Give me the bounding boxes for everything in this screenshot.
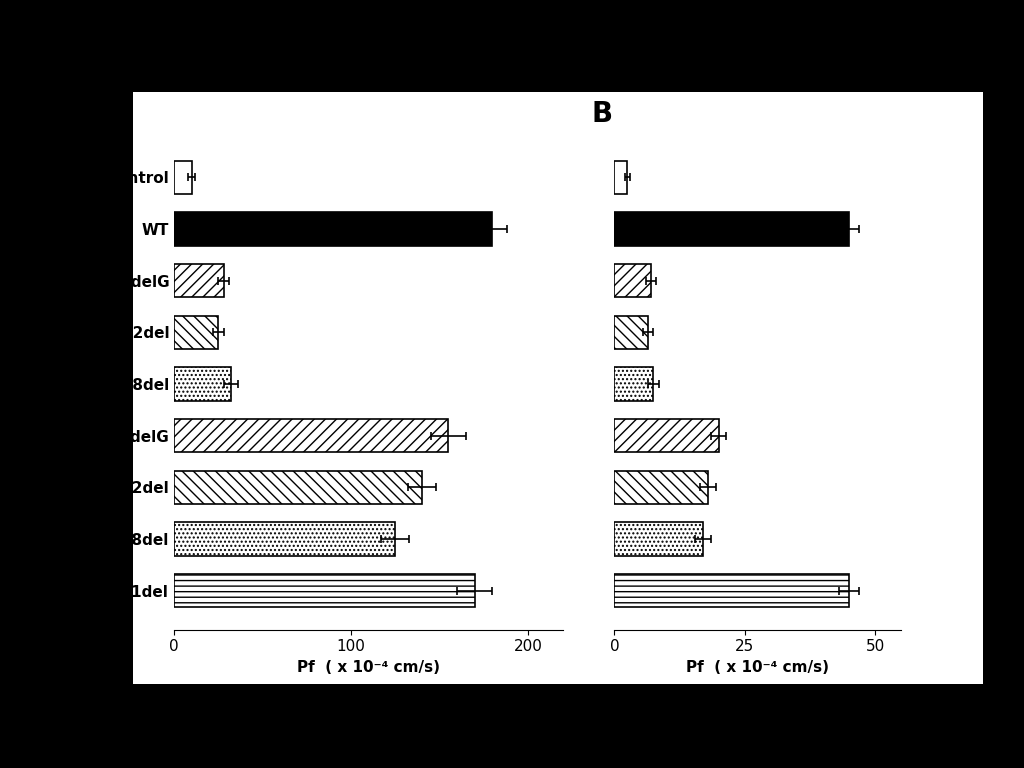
Bar: [174, 574, 475, 607]
Text: A: A: [38, 101, 59, 128]
X-axis label: Pf  ( x 10⁻⁴ cm/s): Pf ( x 10⁻⁴ cm/s): [686, 660, 829, 675]
Bar: [614, 212, 849, 246]
Bar: [174, 419, 449, 452]
Bar: [174, 264, 223, 297]
Bar: [614, 264, 651, 297]
Text: Figure 4: Figure 4: [476, 45, 548, 63]
X-axis label: Pf  ( x 10⁻⁴ cm/s): Pf ( x 10⁻⁴ cm/s): [297, 660, 440, 675]
Bar: [174, 212, 493, 246]
Bar: [614, 161, 628, 194]
Bar: [174, 367, 230, 401]
Bar: [174, 471, 422, 504]
Bar: [614, 471, 709, 504]
Bar: [174, 316, 218, 349]
Bar: [614, 522, 703, 556]
Text: B: B: [592, 101, 612, 128]
Bar: [614, 367, 653, 401]
Bar: [174, 161, 191, 194]
Bar: [614, 574, 849, 607]
Bar: [174, 522, 395, 556]
Bar: [614, 419, 719, 452]
Bar: [614, 316, 648, 349]
